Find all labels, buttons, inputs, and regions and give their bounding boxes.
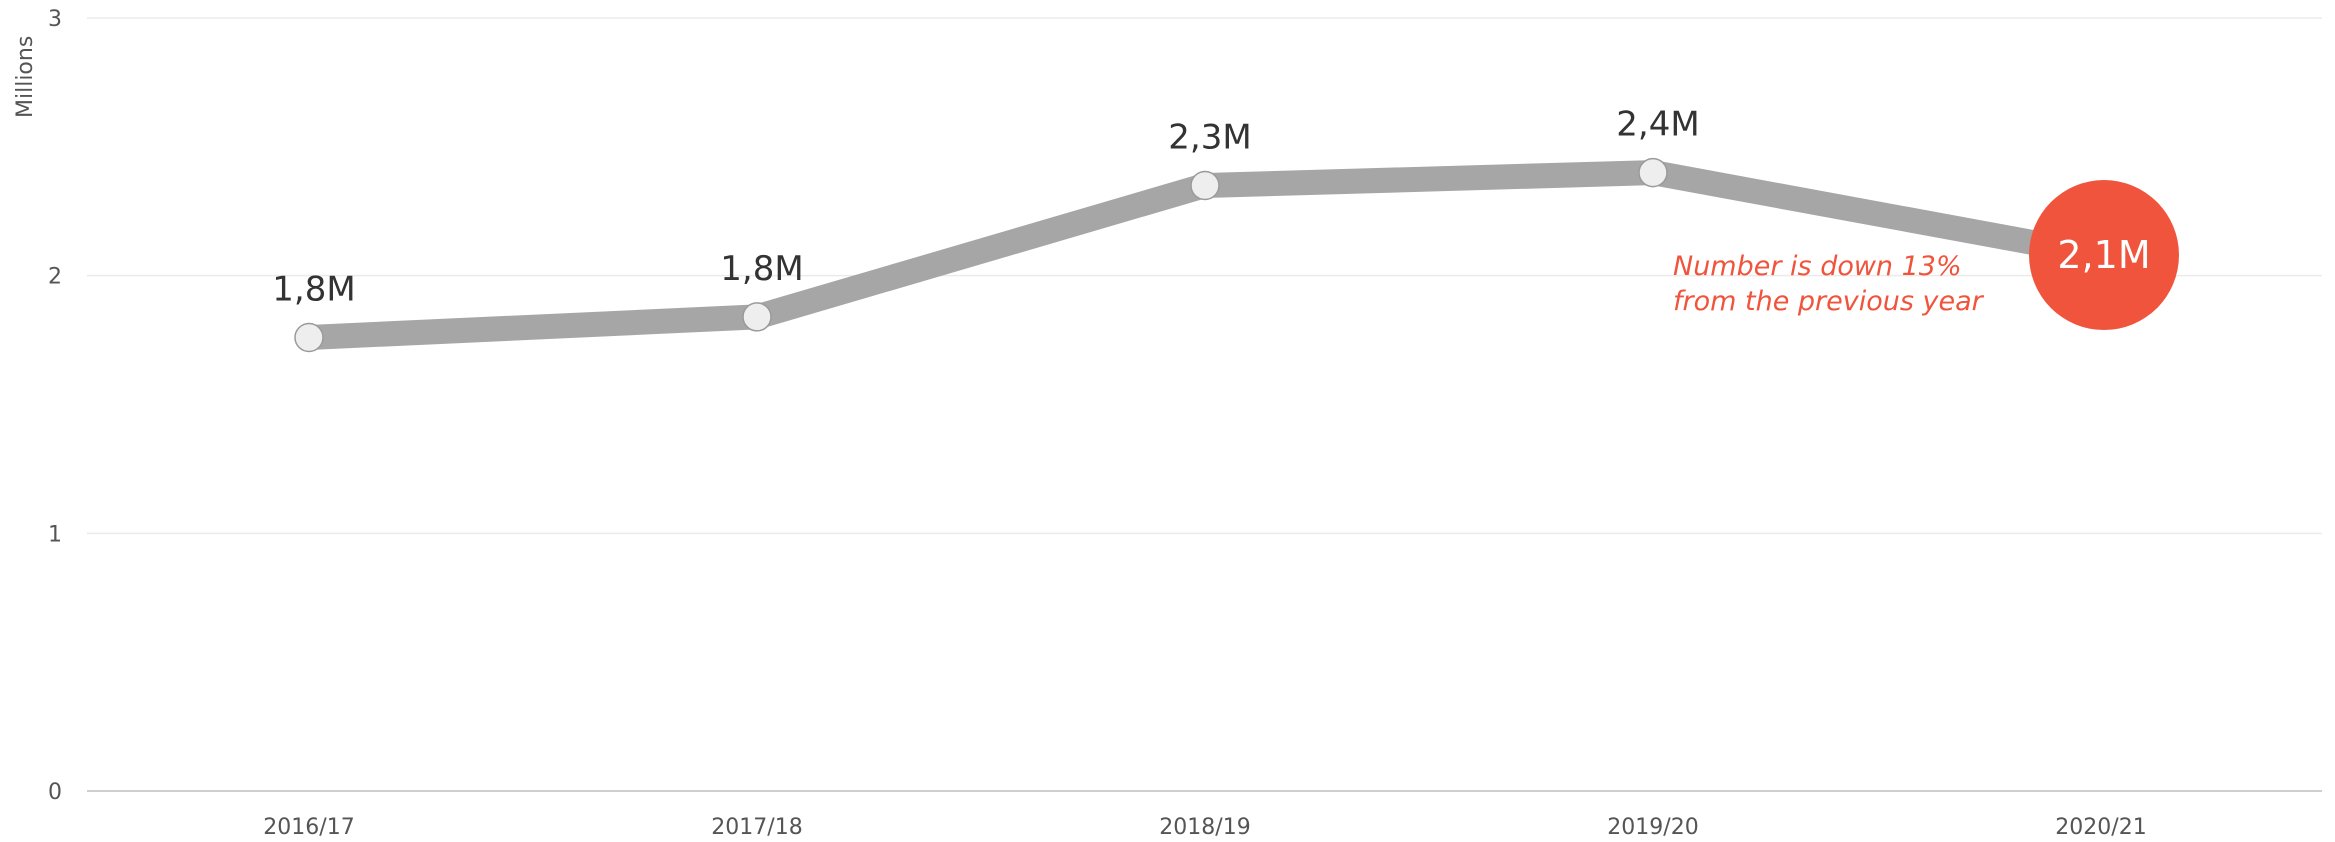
x-tick-label: 2018/19: [1159, 815, 1250, 840]
series-markers: [294, 157, 2179, 353]
data-point: [1190, 170, 1220, 201]
gridlines: [87, 17, 2322, 792]
data-point: [1638, 157, 1668, 188]
data-label: 2,3M: [1168, 117, 1251, 157]
y-tick-label: 1: [48, 522, 62, 547]
data-labels: 1,8M 1,8M 2,3M 2,4M 2,1M: [272, 105, 2150, 310]
data-label: 2,4M: [1616, 105, 1699, 145]
data-label: 1,8M: [720, 249, 803, 289]
highlight-marker: [2029, 180, 2179, 331]
y-tick-label: 2: [48, 265, 62, 290]
x-tick-label: 2019/20: [1607, 815, 1698, 840]
y-tick-label: 3: [48, 7, 62, 32]
x-tick-label: 2016/17: [263, 815, 354, 840]
x-axis-ticks: 2016/17 2017/18 2018/19 2019/20 2020/21: [263, 815, 2146, 840]
x-tick-label: 2020/21: [2055, 815, 2146, 840]
data-label: 1,8M: [272, 270, 355, 310]
highlight-value-label: 2,1M: [2057, 233, 2150, 277]
y-axis-title: Millions: [13, 36, 38, 118]
data-point: [742, 302, 772, 332]
annotation-line: Number is down 13%: [1673, 251, 1962, 282]
y-tick-label: 0: [48, 780, 62, 805]
y-axis-ticks: 0 1 2 3: [48, 7, 62, 805]
annotation-text: Number is down 13% from the previous yea…: [1673, 251, 1985, 317]
x-tick-label: 2017/18: [711, 815, 802, 840]
data-point: [294, 322, 324, 353]
annotation-line: from the previous year: [1673, 286, 1985, 317]
